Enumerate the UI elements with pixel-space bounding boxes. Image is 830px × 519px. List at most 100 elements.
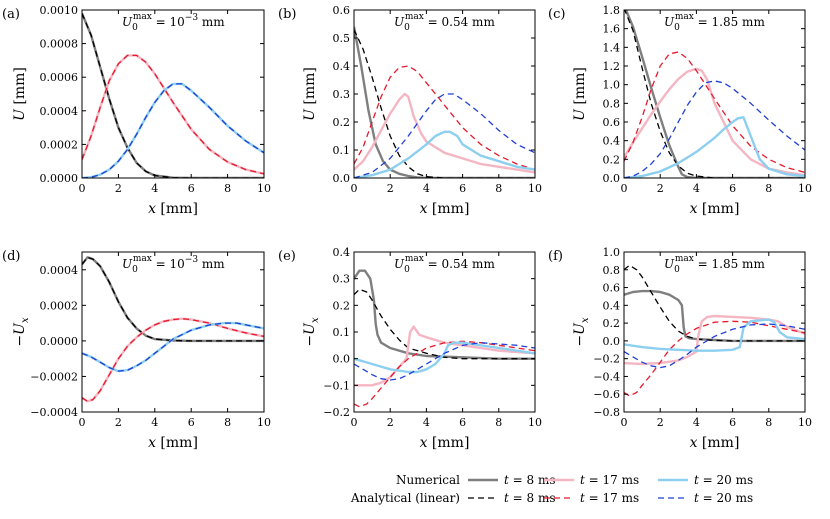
y-tick-label: 0.2 — [333, 299, 351, 312]
y-tick-label: −0.8 — [593, 406, 620, 419]
series-line-ana-8 — [82, 256, 264, 342]
series-line-ana-17 — [354, 65, 535, 171]
panel-label: (e) — [278, 249, 296, 264]
series-line-num-20 — [624, 116, 805, 178]
x-tick-label: 10 — [528, 182, 542, 195]
x-tick-label: 10 — [798, 416, 812, 429]
x-tick-label: 8 — [224, 182, 231, 195]
annotation: U0max = 1.85 mm — [664, 254, 765, 275]
x-tick-label: 2 — [115, 182, 122, 195]
series-line-num-17 — [354, 92, 535, 174]
panel-label: (f) — [548, 249, 563, 264]
series-group — [82, 256, 264, 403]
series-line-num-20 — [354, 130, 535, 178]
x-axis-label: x [mm] — [420, 435, 470, 451]
x-tick-label: 8 — [765, 416, 772, 429]
y-tick-label: 0.4 — [603, 135, 621, 148]
legend-entry-num-17: t = 17 ms — [580, 473, 639, 487]
legend-entry-ana-20: t = 20 ms — [694, 491, 753, 505]
y-tick-label: 0.6 — [333, 4, 351, 17]
y-tick-label: 1.4 — [603, 41, 621, 54]
series-line-ana-20 — [82, 83, 264, 178]
legend: Numerical Analytical (linear) t = 8 ms t = … — [350, 473, 753, 505]
y-tick-label: −0.0002 — [30, 370, 78, 383]
annotation: U0max = 1.85 mm — [664, 12, 765, 33]
series-line-num-17 — [624, 67, 805, 177]
y-tick-label: 0.8 — [603, 97, 621, 110]
y-tick-label: 0.0008 — [40, 38, 79, 51]
x-tick-label: 0 — [79, 416, 86, 429]
series-line-num-8 — [354, 26, 535, 178]
x-tick-label: 0 — [621, 416, 628, 429]
x-axis-label: x [mm] — [690, 201, 740, 217]
y-tick-label: 0.0000 — [40, 335, 79, 348]
x-tick-label: 6 — [459, 416, 466, 429]
y-tick-label: 0.2 — [333, 116, 351, 129]
x-axis-label: x [mm] — [420, 201, 470, 217]
plot-frame — [623, 251, 806, 413]
plot-frame — [81, 251, 265, 413]
y-tick-label: 0.0 — [603, 335, 621, 348]
y-axis-label: −Ux — [572, 317, 591, 347]
x-tick-label: 2 — [657, 416, 664, 429]
y-tick-label: 1.6 — [603, 23, 621, 36]
series-line-ana-17 — [624, 320, 805, 397]
x-tick-label: 8 — [224, 416, 231, 429]
y-axis-label: U [mm] — [572, 67, 588, 121]
series-line-num-8 — [624, 289, 805, 343]
legend-entry-num-20: t = 20 ms — [694, 473, 753, 487]
x-tick-label: 4 — [693, 416, 700, 429]
series-line-ana-8 — [624, 264, 805, 342]
series-line-num-8 — [624, 10, 805, 178]
panel-b: 0 2 4 6 8 10 0.0 0.1 0.2 0.3 0.4 0.5 0.6 x [mm] U [mm]… — [278, 4, 542, 217]
y-tick-label: −0.1 — [323, 379, 350, 392]
y-tick-label: −0.2 — [593, 353, 620, 366]
y-tick-label: 0.0000 — [40, 172, 79, 185]
plot-frame — [623, 9, 806, 179]
y-tick-label: 0.2 — [603, 317, 621, 330]
y-tick-label: 1.0 — [603, 246, 621, 259]
y-axis-label: U [mm] — [302, 67, 318, 121]
y-axis-label: −Ux — [12, 317, 31, 347]
y-tick-label: 0.0 — [333, 172, 351, 185]
series-group — [624, 10, 805, 178]
y-tick-label: 0.0006 — [40, 71, 79, 84]
y-tick-label: 0.6 — [603, 282, 621, 295]
x-tick-label: 2 — [387, 182, 394, 195]
y-tick-label: 0.5 — [333, 32, 351, 45]
x-tick-label: 10 — [528, 416, 542, 429]
series-line-ana-17 — [82, 318, 264, 402]
x-tick-label: 0 — [351, 416, 358, 429]
y-tick-label: 0.8 — [603, 264, 621, 277]
series-group — [82, 12, 264, 178]
y-tick-label: 0.0002 — [40, 299, 79, 312]
series-group — [354, 26, 535, 178]
x-tick-label: 8 — [495, 416, 502, 429]
legend-entry-ana-8: t = 8 ms — [504, 491, 556, 505]
x-tick-label: 6 — [729, 182, 736, 195]
panel-c: 0 2 4 6 8 10 0.0 0.2 0.4 0.6 0.8 1.0 1.2 1.4 1.6 1.8 x [… — [548, 4, 812, 217]
x-axis-label: x [mm] — [690, 435, 740, 451]
y-axis-label: U [mm] — [12, 67, 28, 121]
panel-label: (b) — [278, 7, 296, 22]
y-tick-label: 0.4 — [333, 60, 351, 73]
y-tick-label: 0.0 — [333, 353, 351, 366]
series-line-ana-20 — [354, 93, 535, 178]
y-tick-label: 0.2 — [603, 153, 621, 166]
y-tick-label: 0.0004 — [40, 264, 79, 277]
legend-entry-ana-17: t = 17 ms — [580, 491, 639, 505]
legend-row-label: Analytical (linear) — [350, 491, 460, 505]
x-axis-label: x [mm] — [148, 201, 198, 217]
y-tick-label: 1.0 — [603, 79, 621, 92]
series-line-num-17 — [82, 54, 264, 175]
panel-f: 0 2 4 6 8 10 −0.8 −0.6 −0.4 −0.2 0.0 0.2 0.4 0.6 0.8 1.… — [548, 246, 812, 451]
x-tick-label: 8 — [765, 182, 772, 195]
x-tick-label: 10 — [257, 416, 271, 429]
y-tick-label: 0.1 — [333, 326, 351, 339]
x-tick-label: 4 — [423, 182, 430, 195]
y-tick-label: −0.4 — [593, 370, 620, 383]
x-tick-label: 4 — [151, 416, 158, 429]
series-line-ana-17 — [624, 51, 805, 174]
y-tick-label: 1.2 — [603, 60, 621, 73]
y-tick-label: 0.6 — [603, 116, 621, 129]
